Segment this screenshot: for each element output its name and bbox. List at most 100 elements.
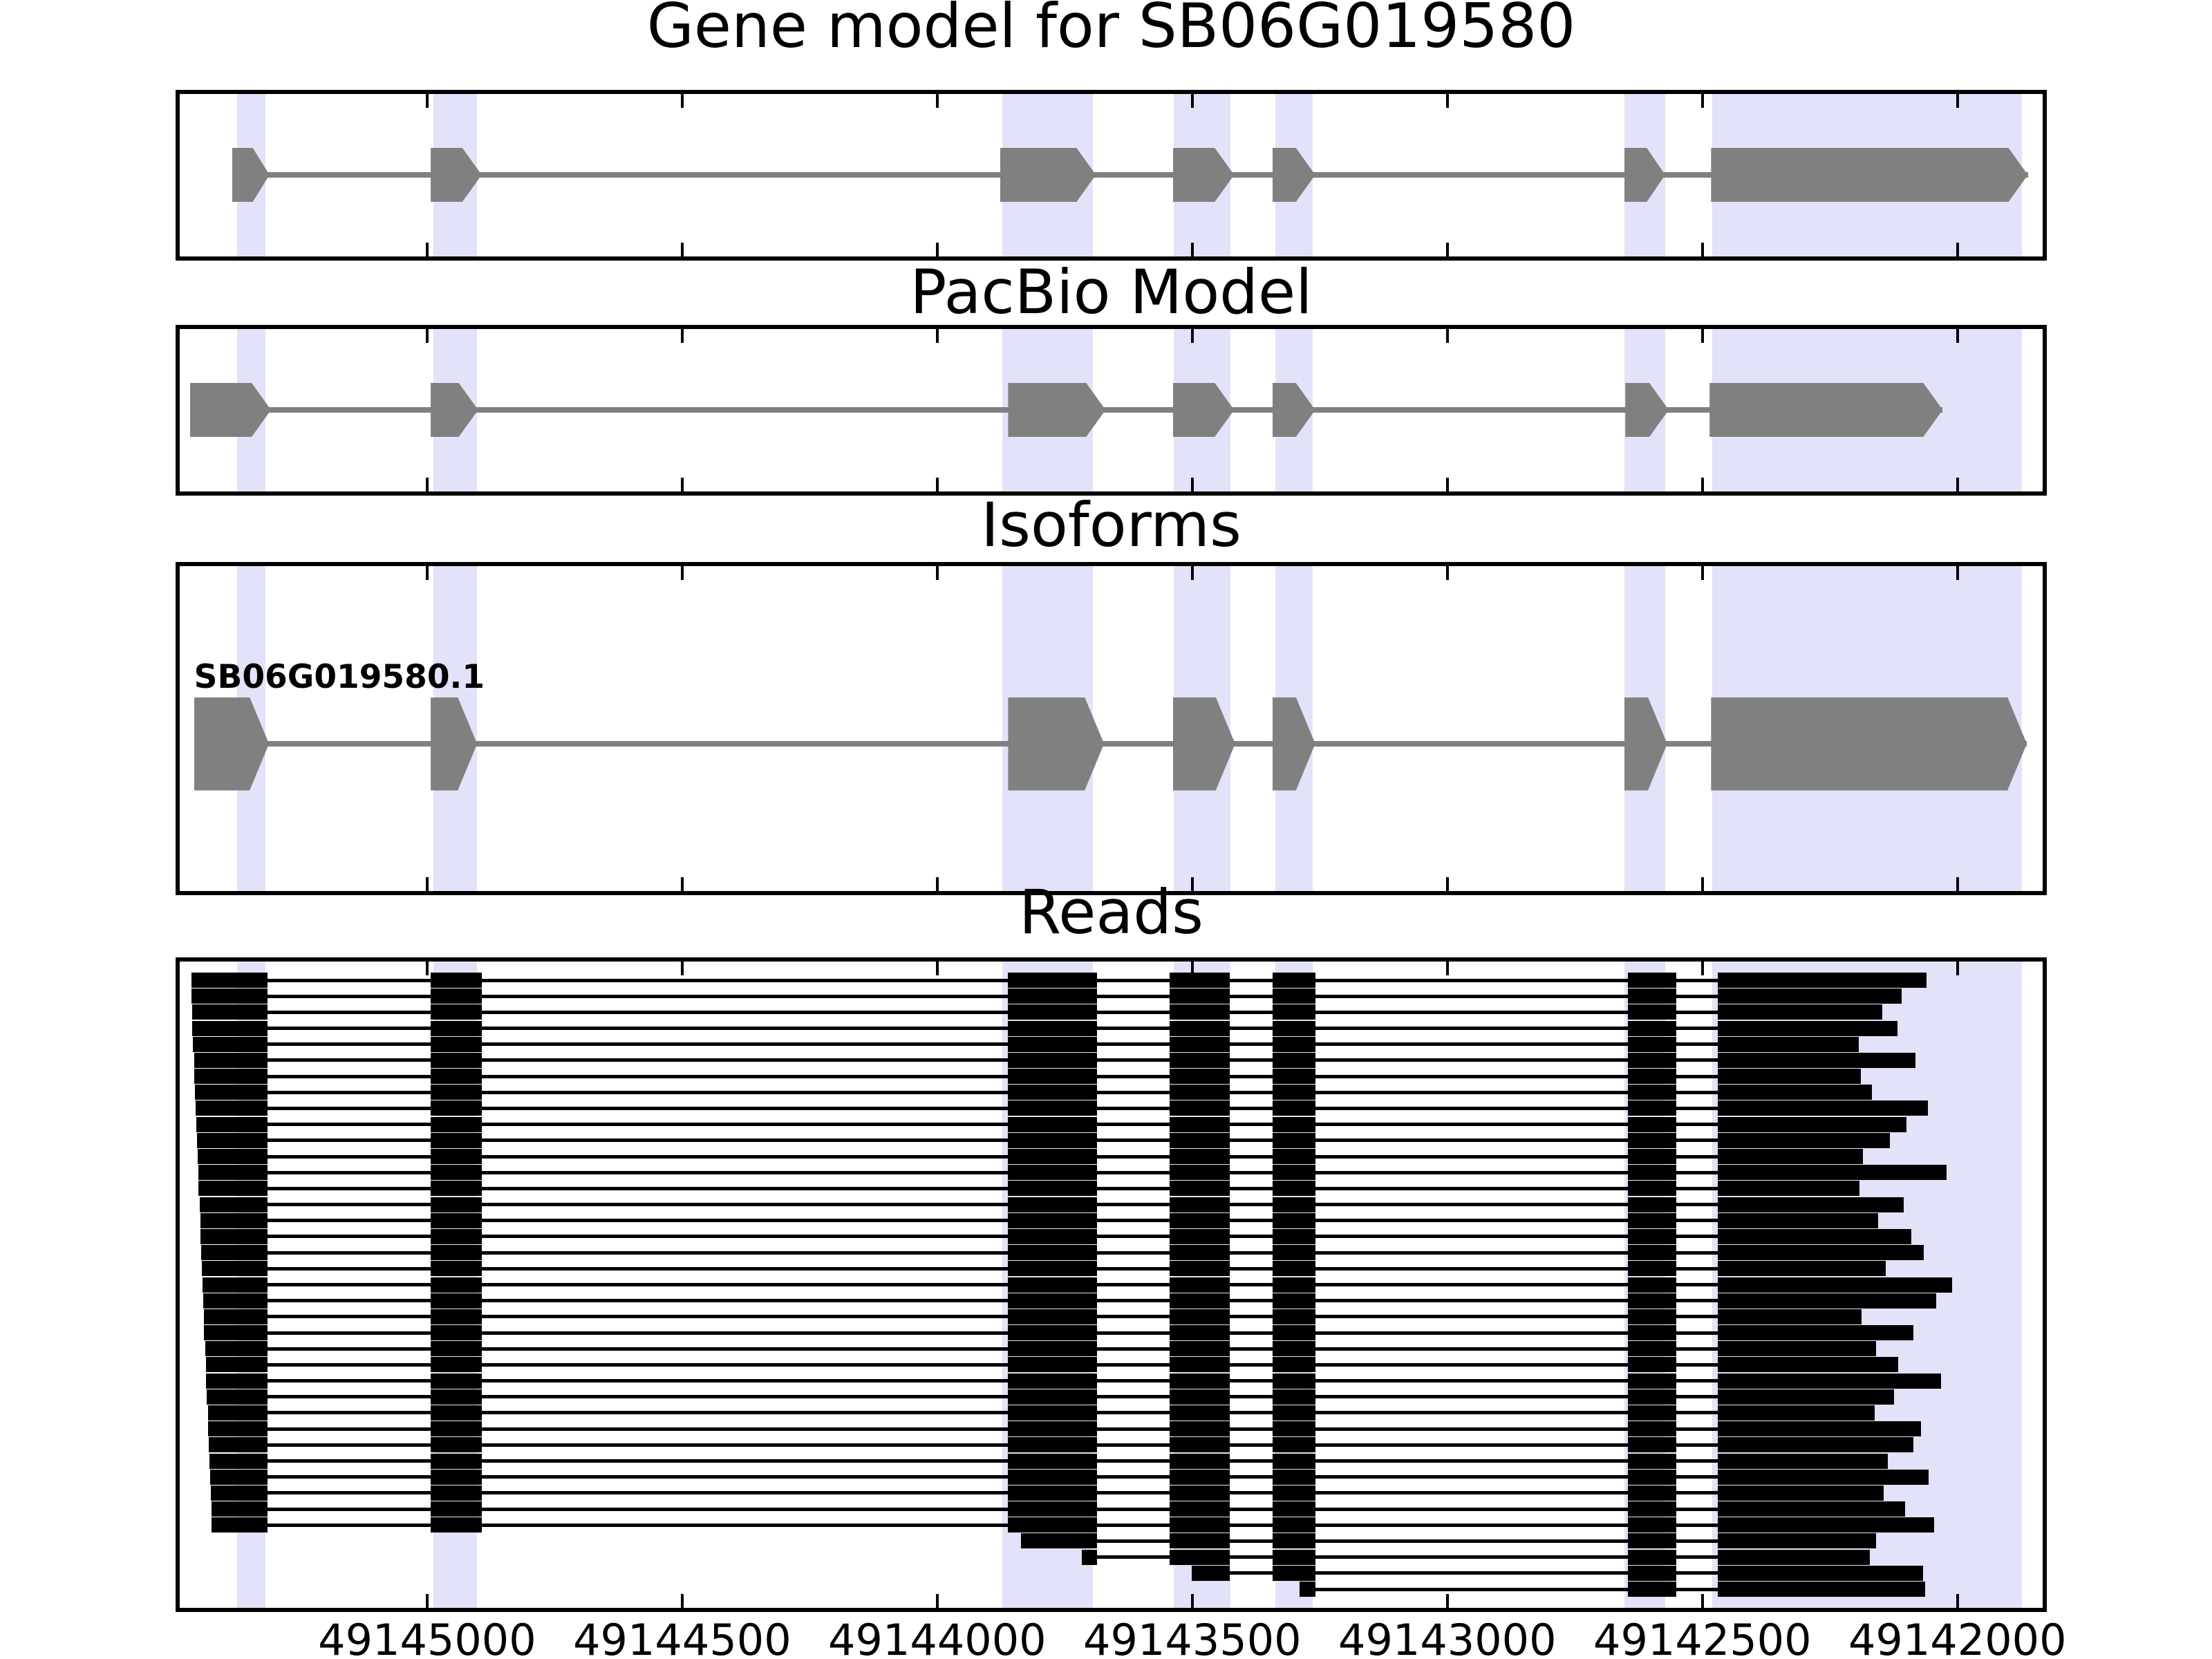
read-exon [1628,1309,1677,1324]
read-exon [1272,1149,1315,1165]
exon-arrow [1000,148,1096,202]
read-exon [1628,1181,1677,1197]
read-exon [1272,1036,1315,1052]
axis-tick [1700,94,1704,108]
read-exon [1272,1052,1315,1068]
axis-tick [1445,566,1449,580]
axis-tick [935,243,939,256]
read-exon [1628,1100,1677,1116]
axis-tick [1445,329,1449,343]
read-exon [1717,1085,1872,1100]
read-exon [1717,1582,1925,1597]
title-gene-model: Gene model for SB06G019580 [646,0,1576,62]
read-exon [1170,1357,1230,1373]
axis-tick [1190,962,1194,975]
read-exon [1272,1453,1315,1469]
axis-tick [1700,1594,1704,1608]
read-exon [1008,1197,1097,1212]
read-exon [431,1069,482,1085]
read-exon [1272,1341,1315,1357]
axis-tick [1956,877,1959,891]
read-exon [1170,1228,1230,1244]
axis-tick [425,962,429,975]
axis-tick [680,243,684,256]
read-exon [1020,1533,1097,1549]
read-exon [1717,1325,1914,1341]
read-exon [207,1405,268,1421]
read-exon [1717,1036,1859,1052]
read-exon [1717,1052,1916,1068]
read-exon [431,1261,482,1277]
axis-tick [935,877,939,891]
read-exon [1717,988,1902,1004]
read-exon [431,1293,482,1309]
read-exon [1272,1309,1315,1324]
read-exon [203,1293,268,1309]
read-exon [212,1517,268,1533]
read-exon [202,1261,268,1277]
read-exon [1008,1437,1097,1453]
read-exon [1272,1116,1315,1132]
read-exon [1008,1453,1097,1469]
read-exon [1272,1549,1315,1565]
read-exon [1008,973,1097,988]
read-exon [1170,1245,1230,1261]
read-exon [200,1212,268,1228]
read-exon [1628,1069,1677,1085]
panel-gene-model [176,90,2047,261]
read-exon [431,1165,482,1181]
read-exon [1008,1020,1097,1036]
read-exon [1717,1020,1897,1036]
read-exon [1008,1052,1097,1068]
read-exon [1628,1373,1677,1389]
read-exon [1170,1437,1230,1453]
read-exon [431,1212,482,1228]
read-exon [1717,1549,1870,1565]
read-exon [1717,1100,1928,1116]
read-exon [1717,1373,1942,1389]
read-exon [1170,1501,1230,1517]
read-exon [192,1020,268,1036]
read-exon [1008,1469,1097,1485]
read-exon [1717,1261,1886,1277]
axis-tick [1190,1594,1194,1608]
axis-tick [425,478,429,491]
read-exon [1628,1293,1677,1309]
x-tick-label: 49144000 [828,1615,1047,1659]
read-exon [1272,1293,1315,1309]
read-exon [1008,1309,1097,1324]
read-exon [1717,1341,1876,1357]
read-exon [1628,1228,1677,1244]
read-exon [1272,973,1315,988]
read-line [1299,1587,1925,1591]
read-exon [1628,1132,1677,1148]
axis-tick [935,566,939,580]
exon-arrow [1008,383,1105,437]
read-exon [1717,1453,1888,1469]
read-exon [1628,1149,1677,1165]
axis-tick [1956,329,1959,343]
read-exon [1717,1116,1906,1132]
axis-tick [1190,329,1194,343]
read-exon [1628,1165,1677,1181]
read-exon [431,1501,482,1517]
read-exon [1717,973,1927,988]
read-exon [1170,1277,1230,1293]
read-exon [431,1052,482,1068]
read-exon [1272,1165,1315,1181]
read-exon [431,1132,482,1148]
read-exon [1170,1533,1230,1549]
x-tick-label: 49143500 [1083,1615,1302,1659]
read-exon [1008,1069,1097,1085]
axis-tick [1700,329,1704,343]
read-exon [1717,1069,1861,1085]
read-exon [431,1181,482,1197]
read-exon [1272,1261,1315,1277]
read-exon [1628,1437,1677,1453]
read-exon [1628,1533,1677,1549]
read-exon [1717,1293,1936,1309]
axis-tick [425,243,429,256]
read-exon [431,1341,482,1357]
read-exon [1717,1004,1882,1020]
read-exon [431,1373,482,1389]
